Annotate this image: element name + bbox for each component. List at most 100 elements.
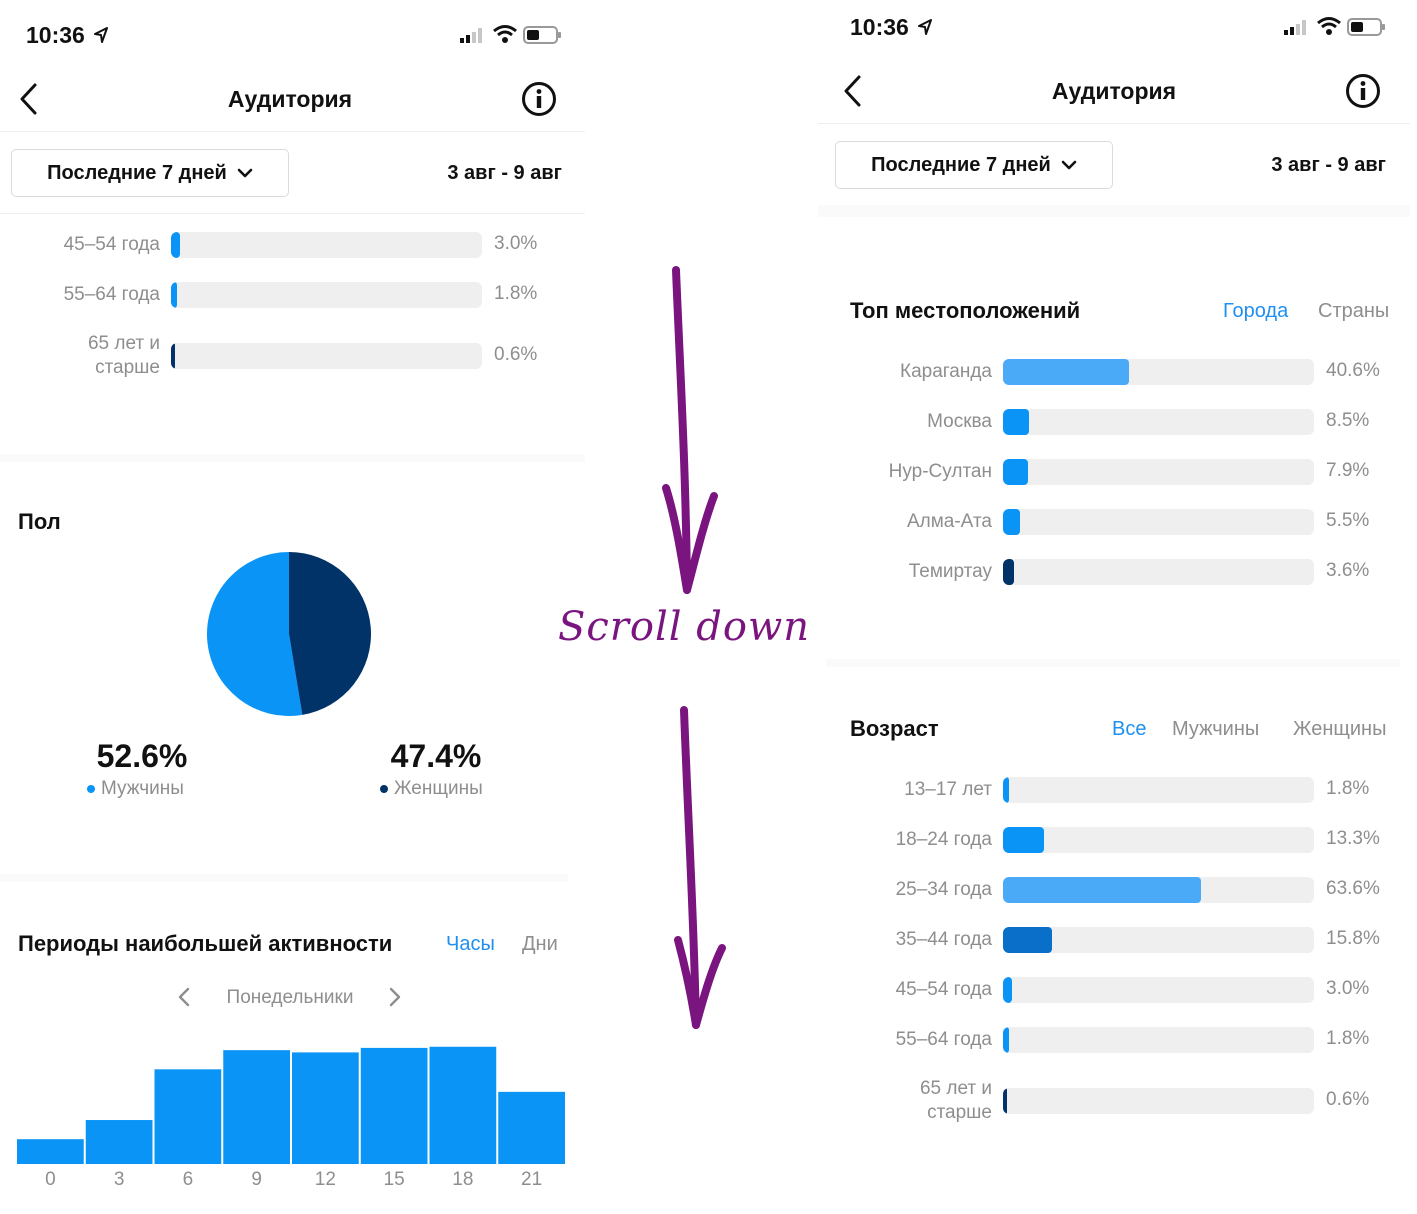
tab-days[interactable]: Дни (522, 933, 558, 956)
activity-bar (223, 1050, 290, 1164)
page-title-text: Аудитория (1051, 78, 1177, 104)
range-divider (0, 213, 585, 214)
tab-hours[interactable]: Часы (446, 933, 495, 956)
period-dropdown[interactable]: Последние 7 дней (835, 141, 1113, 189)
activity-x-tick: 18 (452, 1169, 474, 1190)
left-age-label: 65 лет и старше (87, 333, 160, 378)
period-dropdown-label: Последние 7 дней (871, 153, 1051, 176)
tab-women-label: Женщины (1293, 718, 1387, 740)
tab-countries[interactable]: Страны (1318, 300, 1389, 323)
age-bar-track (1003, 927, 1314, 953)
page-title: Аудитория (150, 86, 430, 113)
date-range-text: 3 авг - 9 авг (447, 162, 562, 184)
tab-all[interactable]: Все (1112, 718, 1146, 741)
locations-title: Топ местоположений (850, 298, 1080, 324)
age-bar-fill (1003, 777, 1009, 803)
tab-men[interactable]: Мужчины (1172, 718, 1259, 741)
activity-bar (429, 1046, 497, 1164)
gender-title: Пол (18, 509, 61, 535)
female-legend: Женщины (380, 778, 483, 800)
activity-bar (292, 1052, 359, 1164)
header-divider (818, 123, 1410, 124)
age-bar-track (1003, 877, 1314, 903)
scroll-arrow-bottom-icon (674, 706, 726, 1029)
left-age-label: 55–64 года (63, 284, 160, 305)
prev-day-chevron-icon[interactable] (176, 986, 192, 1008)
activity-x-tick: 9 (251, 1169, 262, 1190)
age-bar-track (1003, 1027, 1314, 1053)
left-age-bar-track (171, 343, 482, 369)
next-day-chevron-icon[interactable] (387, 986, 403, 1008)
age-label: 18–24 года (895, 829, 992, 850)
male-label: Мужчины (101, 778, 184, 799)
date-range-text: 3 авг - 9 авг (1271, 154, 1386, 176)
age-label: 65 лет и старше (919, 1078, 992, 1123)
status-time: 10:36 (26, 22, 85, 49)
signal-icon (1284, 20, 1306, 35)
age-percent: 0.6% (1326, 1089, 1370, 1110)
age-bar-fill (1003, 877, 1201, 903)
activity-x-tick: 0 (45, 1169, 56, 1190)
battery-icon (1347, 18, 1385, 36)
age-percent: 1.8% (1326, 778, 1370, 799)
location-percent: 5.5% (1326, 510, 1370, 531)
activity-x-tick: 21 (521, 1169, 543, 1190)
location-bar-fill (1003, 459, 1028, 485)
male-stat: 52.6% (92, 738, 192, 775)
period-dropdown[interactable]: Последние 7 дней (11, 149, 289, 197)
location-percent: 3.6% (1326, 560, 1370, 581)
tab-countries-label: Страны (1318, 300, 1390, 322)
locations-title-text: Топ местоположений (850, 298, 1081, 323)
age-label: 25–34 года (895, 879, 992, 900)
back-chevron-icon[interactable] (842, 74, 864, 108)
left-age-percent: 1.8% (494, 283, 538, 304)
gender-pie-chart (207, 552, 372, 716)
age-bar-fill (1003, 977, 1013, 1003)
location-percent: 8.5% (1326, 410, 1370, 431)
section-band (818, 205, 1410, 217)
age-bar-fill (1003, 927, 1053, 953)
location-label: Нур-Султан (888, 461, 992, 482)
location-bar-track (1003, 509, 1314, 535)
location-label: Караганда (900, 361, 992, 382)
age-label: 13–17 лет (904, 779, 992, 800)
tab-cities[interactable]: Города (1223, 300, 1288, 323)
activity-title: Периоды наибольшей активности (18, 931, 392, 957)
age-label: 35–44 года (895, 929, 992, 950)
left-age-percent: 0.6% (494, 344, 538, 365)
pie-slice-female (289, 552, 372, 715)
tab-hours-label: Часы (446, 933, 495, 955)
scroll-arrow-top-icon (662, 266, 718, 594)
left-age-bar-fill (171, 282, 177, 308)
status-time-text: 10:36 (850, 14, 909, 40)
activity-bar-chart (17, 1046, 565, 1164)
age-bar-fill (1003, 827, 1045, 853)
pie-slice-male (207, 552, 303, 716)
info-icon[interactable] (1345, 73, 1381, 109)
info-icon[interactable] (521, 81, 557, 117)
page-title: Аудитория (974, 78, 1254, 105)
age-title-text: Возраст (850, 716, 939, 741)
location-bar-track (1003, 559, 1314, 585)
status-time: 10:36 (850, 14, 909, 41)
location-bar-fill (1003, 509, 1021, 535)
chevron-down-icon (237, 168, 253, 178)
female-label: Женщины (394, 778, 483, 799)
activity-x-tick: 12 (314, 1169, 336, 1190)
age-bar-track (1003, 977, 1314, 1003)
tab-women[interactable]: Женщины (1293, 718, 1386, 741)
male-dot-icon (87, 785, 95, 793)
activity-bar (85, 1120, 153, 1164)
age-bar-track (1003, 1088, 1314, 1114)
activity-title-text: Периоды наибольшей активности (18, 931, 393, 956)
status-time-text: 10:36 (26, 22, 85, 48)
left-age-label: 45–54 года (63, 234, 160, 255)
page-title-text: Аудитория (227, 86, 353, 112)
location-bar-fill (1003, 359, 1130, 385)
chevron-down-icon (1061, 160, 1077, 170)
section-band (0, 454, 585, 462)
location-arrow-icon (94, 27, 108, 43)
tab-days-label: Дни (522, 933, 558, 955)
gender-title-text: Пол (18, 509, 61, 534)
back-chevron-icon[interactable] (18, 82, 40, 116)
